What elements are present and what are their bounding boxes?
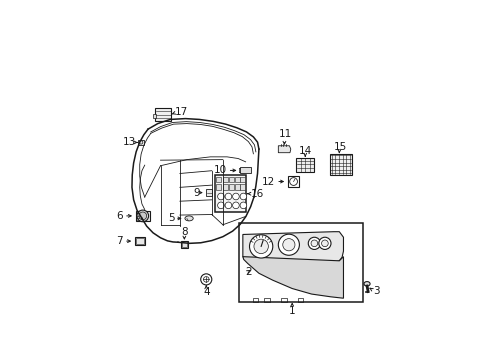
Ellipse shape bbox=[363, 282, 369, 286]
Circle shape bbox=[253, 239, 268, 253]
Bar bbox=[206, 189, 212, 196]
Circle shape bbox=[307, 237, 320, 249]
Text: 16: 16 bbox=[250, 189, 264, 199]
Text: 13: 13 bbox=[123, 138, 136, 148]
Circle shape bbox=[310, 240, 317, 247]
Bar bbox=[228, 177, 233, 183]
Bar bbox=[234, 177, 239, 183]
Text: 14: 14 bbox=[298, 146, 311, 156]
Text: 15: 15 bbox=[333, 142, 346, 152]
Ellipse shape bbox=[184, 216, 193, 221]
Bar bbox=[239, 223, 363, 302]
Polygon shape bbox=[243, 257, 343, 298]
Circle shape bbox=[249, 235, 272, 258]
Bar bbox=[252, 298, 258, 302]
Ellipse shape bbox=[139, 212, 146, 220]
Circle shape bbox=[224, 193, 231, 200]
Text: 17: 17 bbox=[175, 108, 188, 117]
Bar bbox=[234, 184, 239, 190]
Bar bbox=[216, 184, 221, 190]
Polygon shape bbox=[278, 146, 290, 153]
Circle shape bbox=[321, 240, 327, 247]
Circle shape bbox=[217, 202, 224, 209]
Circle shape bbox=[224, 202, 231, 209]
Bar bbox=[135, 211, 150, 221]
Circle shape bbox=[232, 193, 239, 200]
Bar bbox=[281, 298, 286, 302]
Bar bbox=[222, 184, 227, 190]
Bar bbox=[228, 184, 233, 190]
Text: 9: 9 bbox=[193, 188, 200, 198]
Bar bbox=[135, 238, 143, 244]
Bar bbox=[181, 240, 187, 248]
Bar bbox=[138, 140, 143, 145]
Text: 4: 4 bbox=[203, 287, 209, 297]
Circle shape bbox=[318, 237, 330, 249]
Text: 5: 5 bbox=[167, 213, 174, 224]
Text: 7: 7 bbox=[116, 236, 123, 246]
Bar bbox=[264, 298, 269, 302]
Text: 8: 8 bbox=[181, 227, 187, 237]
Bar bbox=[153, 114, 156, 118]
Circle shape bbox=[282, 239, 294, 251]
Bar bbox=[287, 176, 299, 187]
Bar bbox=[240, 167, 250, 174]
Circle shape bbox=[240, 193, 246, 200]
Circle shape bbox=[240, 202, 246, 209]
Bar bbox=[222, 177, 227, 183]
Circle shape bbox=[232, 202, 239, 209]
Bar bbox=[296, 158, 314, 172]
Bar bbox=[214, 175, 246, 212]
Bar bbox=[155, 108, 171, 121]
Ellipse shape bbox=[137, 210, 148, 222]
Bar bbox=[329, 154, 351, 175]
Text: 12: 12 bbox=[262, 176, 275, 186]
Circle shape bbox=[217, 193, 224, 200]
Bar bbox=[135, 237, 144, 245]
Bar bbox=[297, 298, 303, 302]
Bar bbox=[216, 177, 221, 183]
Text: 1: 1 bbox=[288, 306, 295, 316]
Circle shape bbox=[278, 234, 299, 255]
Bar bbox=[181, 242, 187, 247]
Bar bbox=[240, 184, 245, 190]
Text: 6: 6 bbox=[116, 211, 123, 221]
Bar bbox=[240, 177, 245, 183]
Text: 10: 10 bbox=[213, 166, 226, 175]
Polygon shape bbox=[243, 232, 343, 266]
Text: 2: 2 bbox=[244, 267, 251, 277]
Text: 11: 11 bbox=[278, 129, 291, 139]
Text: 3: 3 bbox=[372, 286, 379, 296]
